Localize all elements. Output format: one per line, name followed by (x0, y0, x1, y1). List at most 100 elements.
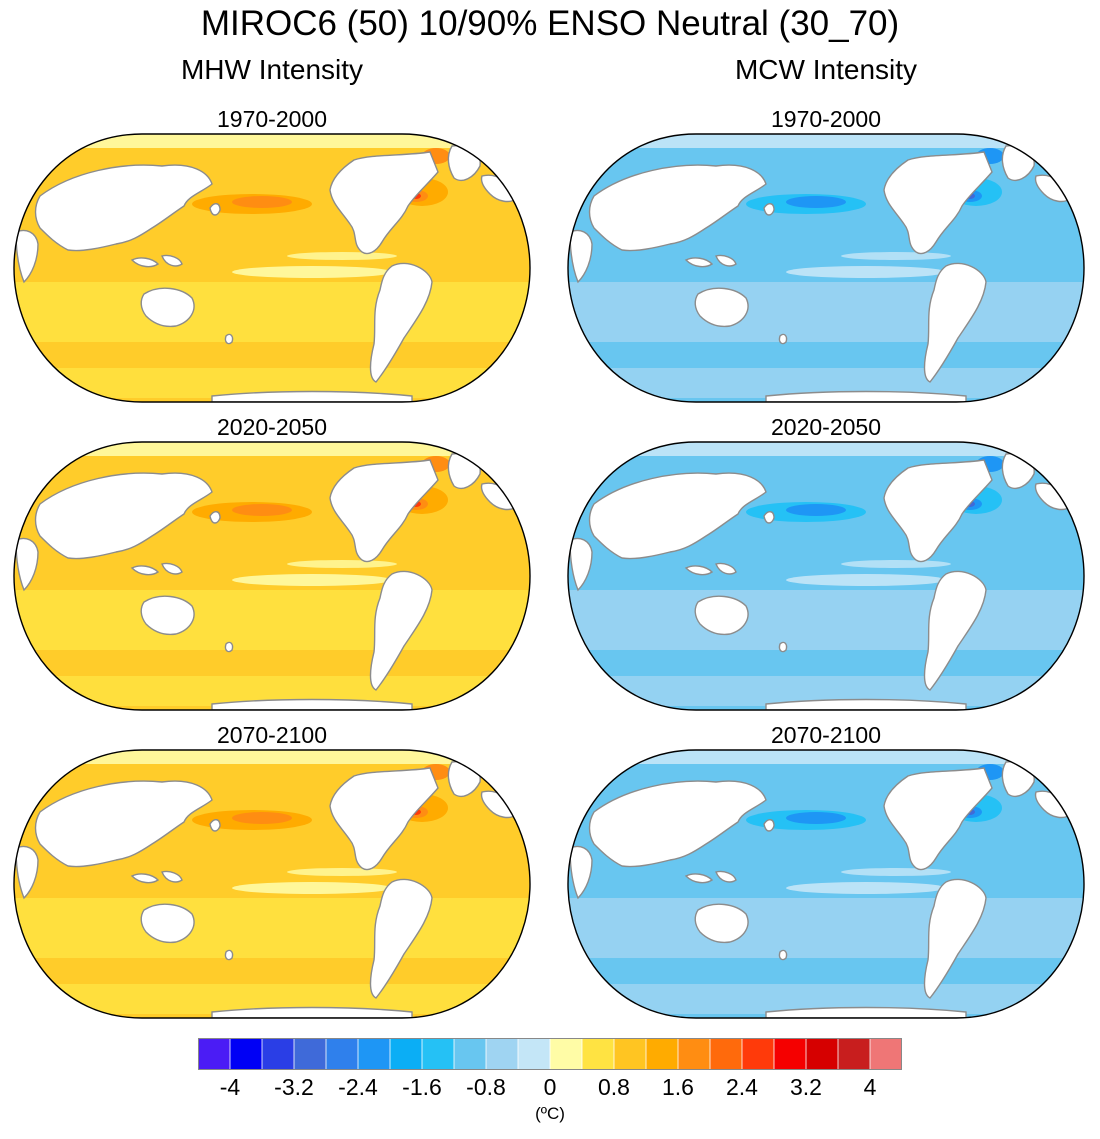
map-border (13, 749, 531, 1019)
map-border (13, 133, 531, 403)
colorbar-swatch-16 (709, 1037, 743, 1071)
landmass (883, 767, 993, 871)
colorbar-swatch-2 (261, 1037, 295, 1071)
colorbar-swatch-19 (805, 1037, 839, 1071)
landmass (694, 287, 749, 328)
map-border (567, 749, 1085, 1019)
colorbar-tick-label: -2.4 (338, 1074, 378, 1100)
landmass (15, 845, 39, 900)
kuroshio-anomaly (786, 196, 846, 208)
landmass (209, 203, 221, 216)
landmass (161, 562, 183, 575)
landmass (34, 780, 213, 868)
map-border (567, 133, 1085, 403)
landmass (569, 229, 593, 284)
landmass (369, 262, 433, 383)
colorbar-swatch-21 (869, 1037, 903, 1071)
equatorial-streak (287, 868, 397, 876)
colorbar-swatch-12 (581, 1037, 615, 1071)
colorbar-tick-label: 0 (543, 1074, 557, 1100)
landmass (15, 537, 39, 592)
map-mhw-1970-2000 (12, 132, 532, 406)
landmass (130, 565, 160, 576)
landmass (588, 472, 767, 560)
polar-band (14, 750, 530, 764)
colorbar-swatch-9 (485, 1037, 519, 1071)
colorbar-tick-label: 0.8 (598, 1074, 630, 1100)
landmass (883, 151, 993, 255)
landmass (715, 870, 737, 883)
map-mhw-2070-2100 (12, 748, 532, 1022)
colorbar-swatch-11 (549, 1037, 583, 1071)
ocean-band (568, 898, 1084, 958)
landmass (765, 390, 967, 402)
colorbar-swatch-20 (837, 1037, 871, 1071)
landmass (211, 698, 413, 710)
landmass (694, 903, 749, 944)
panel-title-mcw-2020-2050: 2020-2050 (771, 414, 881, 440)
landmass (140, 903, 195, 944)
landmass (763, 203, 775, 216)
colorbar (197, 1037, 903, 1075)
equatorial-streak (287, 252, 397, 260)
ocean-band (14, 898, 530, 958)
kuroshio-anomaly (786, 504, 846, 516)
landmass (329, 767, 439, 871)
equatorial-streak (841, 560, 951, 568)
landmass (684, 257, 714, 268)
colorbar-tick-label: 2.4 (726, 1074, 758, 1100)
panel-title-mcw-1970-2000: 1970-2000 (771, 106, 881, 132)
polar-band (14, 442, 530, 456)
equatorial-streak (232, 882, 392, 894)
map-border (13, 441, 531, 711)
colorbar-swatch-13 (613, 1037, 647, 1071)
equatorial-streak (786, 574, 946, 586)
kuroshio-anomaly (786, 812, 846, 824)
kuroshio-anomaly (232, 504, 292, 516)
colorbar-tick-label: -3.2 (274, 1074, 314, 1100)
landmass (369, 570, 433, 691)
colorbar-units: (ºC) (535, 1104, 565, 1123)
colorbar-swatch-4 (325, 1037, 359, 1071)
polar-band (568, 134, 1084, 148)
colorbar-frame (198, 1038, 902, 1070)
landmass (224, 641, 234, 653)
landmass (763, 511, 775, 524)
landmass (588, 780, 767, 868)
colorbar-swatch-1 (229, 1037, 263, 1071)
landmass (329, 151, 439, 255)
landmass (209, 819, 221, 832)
equatorial-streak (786, 882, 946, 894)
equatorial-streak (232, 266, 392, 278)
column-title-mcw: MCW Intensity (734, 54, 918, 85)
landmass (130, 257, 160, 268)
map-mcw-2070-2100 (566, 748, 1086, 1022)
colorbar-swatch-10 (517, 1037, 551, 1071)
colorbar-tick-label: 3.2 (790, 1074, 822, 1100)
landmass (765, 1006, 967, 1018)
colorbar-swatch-7 (421, 1037, 455, 1071)
landmass (715, 562, 737, 575)
landmass (588, 164, 767, 252)
colorbar-tick-label: -0.8 (466, 1074, 506, 1100)
landmass (161, 870, 183, 883)
landmass (778, 333, 788, 345)
landmass (569, 845, 593, 900)
ocean-band (14, 282, 530, 342)
landmass (569, 537, 593, 592)
polar-band (568, 442, 1084, 456)
landmass (161, 254, 183, 267)
kuroshio-anomaly (232, 196, 292, 208)
polar-band (568, 750, 1084, 764)
panel-title-mhw-1970-2000: 1970-2000 (217, 106, 327, 132)
ocean-band (568, 590, 1084, 650)
landmass (715, 254, 737, 267)
landmass (883, 459, 993, 563)
colorbar-tick-label: 1.6 (662, 1074, 694, 1100)
polar-band (14, 134, 530, 148)
map-mhw-2020-2050 (12, 440, 532, 714)
landmass (34, 472, 213, 560)
ocean-band (14, 590, 530, 650)
landmass (923, 878, 987, 999)
equatorial-streak (287, 560, 397, 568)
